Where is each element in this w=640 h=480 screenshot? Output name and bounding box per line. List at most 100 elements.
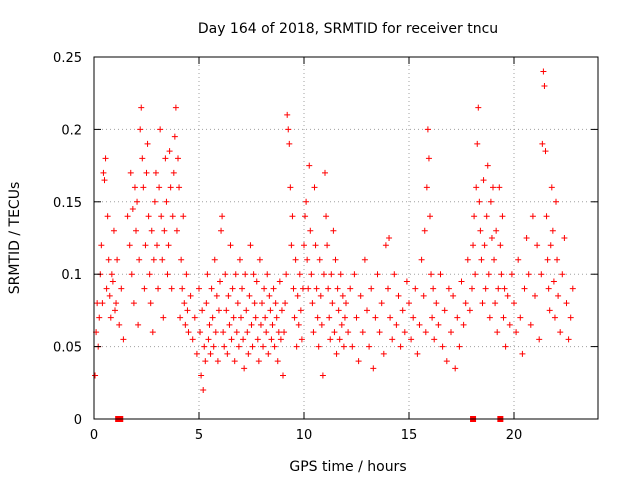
data-point (353, 314, 360, 321)
data-point (343, 300, 349, 307)
data-point (322, 169, 328, 176)
data-point (481, 242, 488, 249)
x-tick-label: 10 (296, 428, 313, 443)
y-tick-label: 0.2 (61, 123, 82, 138)
data-point (429, 314, 436, 321)
data-point (227, 242, 234, 249)
data-point (306, 162, 313, 169)
data-point (395, 292, 402, 299)
data-point (294, 292, 301, 299)
data-point (492, 300, 499, 307)
data-point (472, 271, 479, 278)
data-point (310, 329, 317, 336)
data-point (559, 271, 566, 278)
data-point (364, 307, 370, 314)
data-point (456, 343, 463, 350)
data-point (508, 271, 515, 278)
y-tick-label: 0.25 (53, 51, 82, 66)
data-point (234, 300, 241, 307)
data-point (420, 292, 427, 299)
data-point (330, 227, 337, 234)
data-point (215, 307, 222, 314)
data-point (486, 314, 493, 321)
data-point (228, 336, 235, 343)
data-point (101, 177, 108, 184)
data-point (464, 256, 471, 263)
data-point (206, 321, 213, 328)
data-point (355, 358, 362, 365)
data-point (410, 314, 417, 321)
data-point (523, 235, 530, 241)
data-point (476, 198, 483, 205)
data-point (147, 300, 154, 307)
data-point (255, 358, 262, 365)
data-point (287, 184, 294, 191)
grid (94, 57, 598, 419)
data-point (515, 256, 522, 263)
data-point (332, 256, 339, 263)
data-point (513, 329, 520, 336)
data-point (134, 198, 141, 205)
data-point (145, 213, 152, 220)
data-point (470, 242, 477, 249)
data-point (359, 329, 366, 336)
data-point (337, 271, 344, 278)
data-point (202, 358, 209, 365)
data-point (538, 271, 545, 278)
data-point (171, 133, 178, 140)
data-point (164, 271, 171, 278)
data-point (391, 271, 398, 278)
data-point (219, 213, 226, 220)
data-point (222, 271, 229, 278)
data-point (221, 343, 228, 350)
y-tick-label: 0.15 (53, 196, 82, 211)
data-point (484, 162, 491, 169)
data-point (140, 184, 147, 191)
data-point (232, 271, 239, 278)
data-point (544, 256, 551, 263)
data-point (238, 314, 244, 321)
data-point (318, 321, 325, 328)
data-point (270, 285, 277, 292)
data-point (148, 227, 155, 234)
data-point (113, 300, 120, 307)
data-point (439, 343, 446, 350)
data-point (200, 387, 207, 394)
data-point (498, 271, 505, 278)
data-point (158, 213, 165, 220)
data-point (416, 321, 423, 328)
data-point (428, 271, 435, 278)
data-point (554, 256, 561, 263)
data-point (286, 140, 293, 147)
data-point (488, 235, 495, 241)
data-point (193, 350, 200, 357)
data-point (500, 314, 507, 321)
data-point (534, 242, 541, 249)
data-point (545, 285, 552, 292)
data-point (92, 372, 99, 379)
data-point (252, 314, 259, 321)
data-point (185, 329, 192, 336)
data-point (114, 256, 121, 263)
data-point (525, 271, 532, 278)
data-point (293, 343, 300, 350)
data-point (290, 285, 297, 292)
data-point (135, 321, 142, 328)
data-point (495, 285, 502, 292)
data-point (477, 227, 484, 234)
data-point (178, 256, 185, 263)
data-point (189, 336, 196, 343)
data-point (334, 285, 341, 292)
data-point (284, 111, 291, 118)
data-point (541, 82, 548, 89)
data-point (268, 336, 275, 343)
data-point (406, 300, 412, 307)
data-point (301, 242, 307, 249)
data-point (165, 242, 172, 249)
data-point (480, 177, 487, 184)
data-point (217, 278, 223, 285)
data-point (351, 271, 358, 278)
data-point (224, 350, 231, 357)
data-point (239, 285, 246, 292)
data-point (102, 155, 109, 162)
